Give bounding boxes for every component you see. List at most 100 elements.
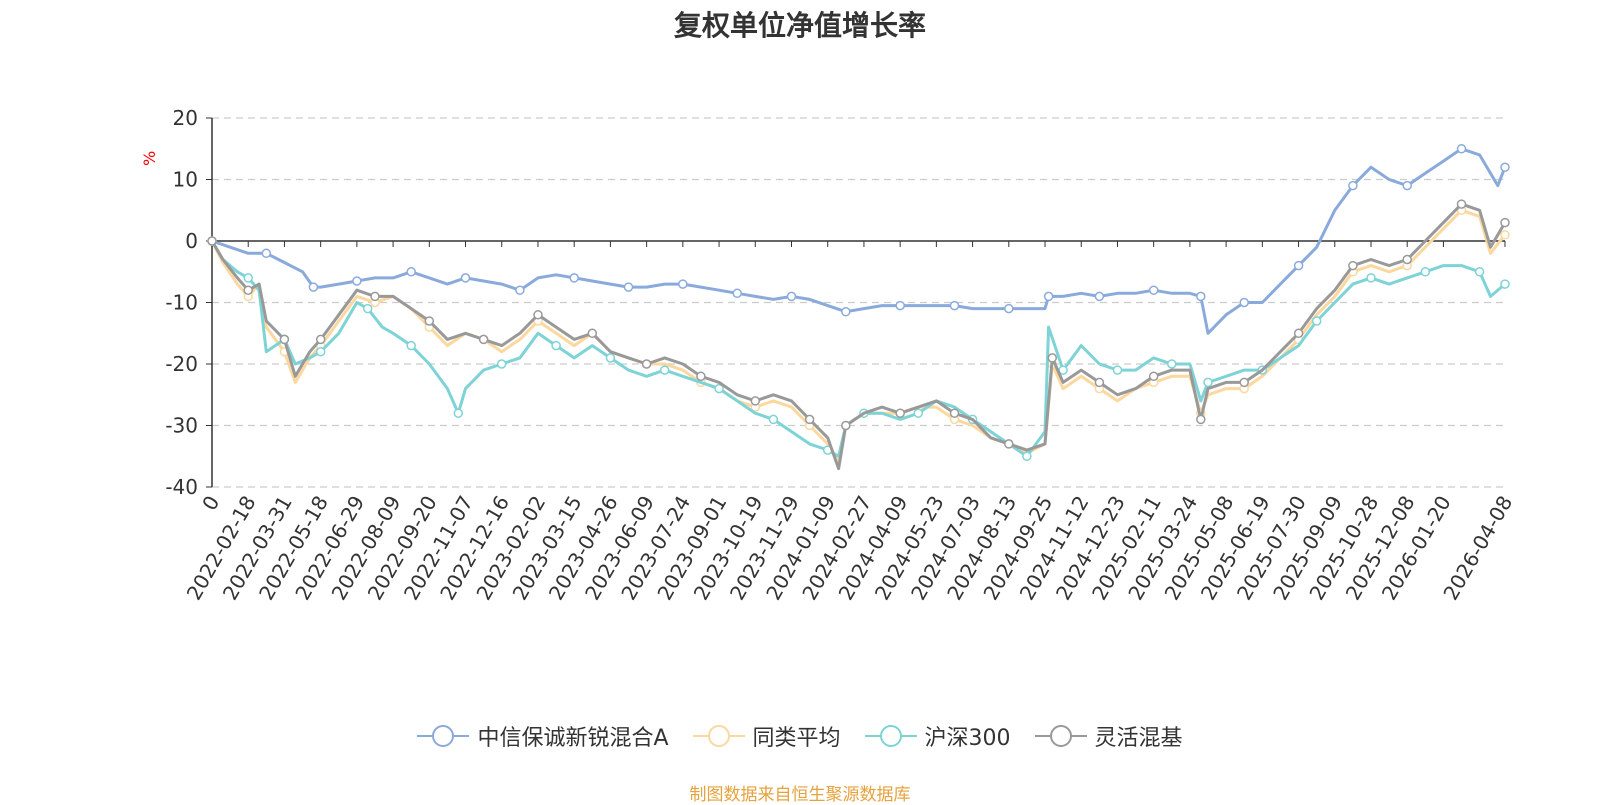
grid-lines xyxy=(212,117,1505,488)
data-point xyxy=(605,353,616,363)
legend-marker-icon xyxy=(417,725,470,747)
data-point xyxy=(1456,144,1467,154)
data-point xyxy=(1474,267,1485,277)
data-point xyxy=(841,306,851,317)
data-point xyxy=(308,282,319,292)
data-point xyxy=(453,408,464,418)
data-point xyxy=(714,383,724,394)
data-point xyxy=(1500,217,1510,228)
data-point xyxy=(659,365,670,375)
data-point xyxy=(678,279,688,289)
axes: 20100-10-20-30-4002022-02-182022-03-3120… xyxy=(165,106,1517,604)
data-point xyxy=(949,408,960,418)
data-point xyxy=(587,328,598,339)
series-line xyxy=(210,240,1506,458)
data-point xyxy=(1311,316,1322,326)
legend-item[interactable]: 沪深300 xyxy=(864,720,1011,752)
data-point xyxy=(515,285,525,295)
legend[interactable]: 中信保诚新锐混合A 同类平均 沪深300 灵活混基 xyxy=(0,720,1600,752)
legend-item[interactable]: 同类平均 xyxy=(692,720,841,752)
data-point xyxy=(533,310,543,320)
y-tick-label: 10 xyxy=(173,168,198,192)
data-point xyxy=(623,282,634,292)
data-point xyxy=(315,334,326,345)
data-point xyxy=(1456,199,1467,209)
chart-plot: 20100-10-20-30-4002022-02-182022-03-3120… xyxy=(140,106,1517,604)
y-tick-label: -20 xyxy=(165,352,198,376)
data-point xyxy=(1196,291,1206,302)
data-point xyxy=(732,288,742,299)
data-point xyxy=(1420,267,1431,277)
data-point xyxy=(1500,162,1510,172)
data-point xyxy=(478,334,489,345)
data-point xyxy=(424,316,435,326)
data-point xyxy=(1348,260,1358,271)
data-point xyxy=(1094,291,1105,302)
series-line xyxy=(211,147,1507,335)
data-point xyxy=(406,340,416,351)
data-point xyxy=(207,236,217,246)
legend-marker-icon xyxy=(864,725,917,747)
data-point xyxy=(895,408,905,418)
data-point xyxy=(895,300,905,311)
legend-label: 灵活混基 xyxy=(1094,726,1183,751)
data-point xyxy=(786,291,797,302)
data-point xyxy=(1043,291,1054,302)
legend-marker-icon xyxy=(1034,725,1087,747)
legend-item[interactable]: 灵活混基 xyxy=(1034,720,1183,752)
data-point xyxy=(1203,377,1213,388)
data-point xyxy=(243,273,253,283)
data-point xyxy=(261,248,272,259)
series-3 xyxy=(207,199,1510,471)
data-point xyxy=(243,285,253,295)
data-point xyxy=(1500,230,1510,240)
data-point xyxy=(551,340,561,351)
data-point xyxy=(1366,273,1376,283)
series-line xyxy=(210,208,1507,464)
data-point xyxy=(370,291,380,302)
legend-label: 沪深300 xyxy=(924,726,1011,751)
series-0 xyxy=(207,144,1510,335)
legend-item[interactable]: 中信保诚新锐混合A xyxy=(417,720,669,752)
data-point xyxy=(913,408,924,418)
y-tick-label: -40 xyxy=(165,475,198,499)
y-axis-label: % xyxy=(140,151,159,166)
data-point xyxy=(569,273,579,283)
series-lines xyxy=(207,144,1510,471)
data-point xyxy=(1148,371,1159,382)
x-tick-label: 0 xyxy=(197,492,224,515)
data-point xyxy=(1047,353,1058,363)
data-point xyxy=(1348,180,1358,191)
data-point xyxy=(406,267,416,277)
data-point xyxy=(804,414,815,425)
data-point xyxy=(1167,359,1177,369)
legend-marker-icon xyxy=(692,725,745,747)
data-point xyxy=(1112,365,1123,375)
legend-label: 中信保诚新锐混合A xyxy=(477,726,669,751)
data-point xyxy=(696,371,706,382)
data-point xyxy=(1196,414,1206,425)
data-point xyxy=(841,420,851,431)
y-tick-label: 0 xyxy=(185,229,198,253)
data-point xyxy=(362,303,373,314)
data-point xyxy=(1148,285,1159,295)
data-point xyxy=(1402,254,1412,265)
data-point xyxy=(1239,377,1249,388)
source-note: 制图数据来自恒生聚源数据库 xyxy=(689,785,911,805)
series-line xyxy=(210,202,1507,471)
data-point xyxy=(352,276,362,286)
data-point xyxy=(1293,260,1304,271)
data-point xyxy=(1004,303,1014,314)
data-point xyxy=(279,334,290,345)
data-point xyxy=(750,396,761,406)
data-point xyxy=(315,346,326,357)
data-point xyxy=(1004,439,1014,449)
data-point xyxy=(460,273,471,283)
series-2 xyxy=(207,236,1510,462)
data-point xyxy=(1402,180,1412,191)
data-point xyxy=(1022,451,1032,462)
series-1 xyxy=(207,205,1510,464)
data-point xyxy=(1094,377,1105,388)
y-tick-label: -10 xyxy=(165,291,198,315)
